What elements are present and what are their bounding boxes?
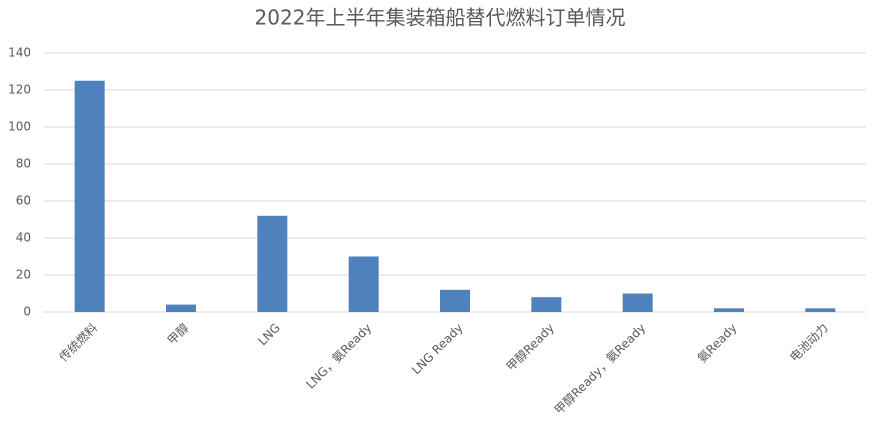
x-tick-label: LNG，氨Ready bbox=[303, 321, 374, 392]
y-tick-label: 0 bbox=[23, 305, 31, 319]
x-tick-label: LNG Ready bbox=[409, 321, 466, 378]
bar bbox=[531, 297, 562, 312]
y-tick-label: 100 bbox=[8, 120, 31, 134]
bar bbox=[622, 293, 653, 312]
y-tick-label: 120 bbox=[8, 83, 31, 97]
x-tick-label: 甲醇Ready bbox=[503, 320, 557, 374]
x-tick-label: LNG bbox=[255, 321, 283, 349]
bar bbox=[257, 215, 288, 312]
y-tick-label: 40 bbox=[16, 231, 31, 245]
x-tick-label: 电池动力 bbox=[787, 321, 831, 365]
x-tick-label: 氨Ready bbox=[695, 321, 740, 366]
y-tick-label: 20 bbox=[16, 268, 31, 282]
bar bbox=[74, 80, 105, 312]
x-tick-label: 传统燃料 bbox=[56, 320, 101, 365]
bar bbox=[805, 308, 836, 312]
bar bbox=[714, 308, 744, 312]
x-tick-label: 甲醇 bbox=[164, 320, 192, 348]
bar bbox=[166, 304, 196, 312]
bar bbox=[440, 289, 470, 312]
chart-title: 2022年上半年集装箱船替代燃料订单情况 bbox=[255, 6, 626, 30]
y-tick-label: 60 bbox=[16, 194, 31, 208]
x-tick-label: 甲醇Ready，氨Ready bbox=[551, 320, 648, 417]
y-tick-label: 80 bbox=[16, 157, 31, 171]
y-tick-label: 140 bbox=[8, 46, 31, 60]
bar bbox=[348, 256, 379, 312]
